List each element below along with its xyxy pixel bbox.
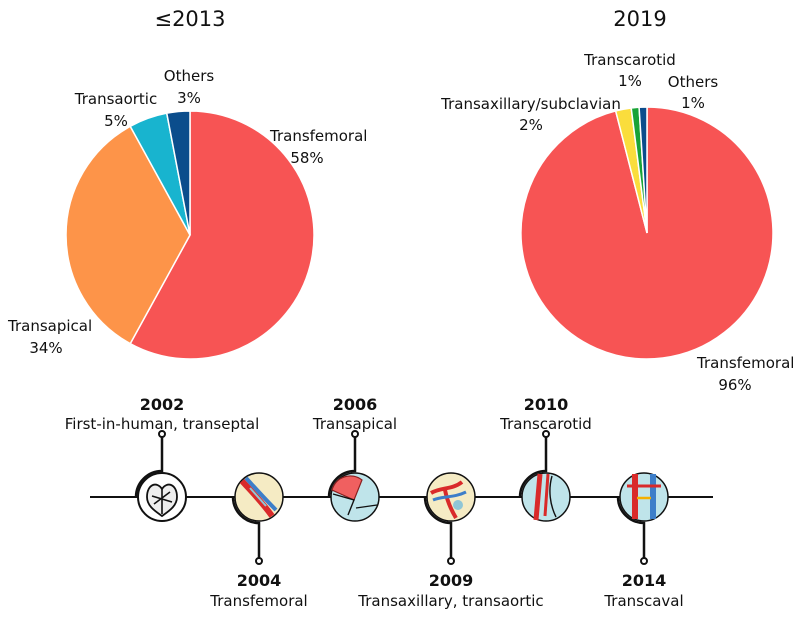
pie-pct-transcarotid-2019: 1%	[618, 72, 642, 90]
timeline-label-2010: Transcarotid	[499, 415, 592, 433]
pie-pct-others-2013: 3%	[177, 89, 201, 107]
timeline-connectors	[134, 437, 646, 558]
apical-heart-icon	[330, 472, 380, 522]
connector-dot-2002	[158, 430, 166, 438]
pie-label-others-2013: Others	[164, 67, 215, 85]
timeline-label-2004: Transfemoral	[209, 592, 307, 610]
timeline-label-2006: Transapical	[312, 415, 397, 433]
axillary-artery-icon	[426, 472, 476, 522]
connector-2004	[231, 496, 261, 558]
pie-slice-others-2019	[638, 106, 648, 234]
pie-label-transfemoral-2019: Transfemoral	[696, 354, 794, 372]
pie-chart-2013: ≤2013 Transfemoral 58% Transapical 34% T…	[7, 7, 367, 360]
pie-chart-2019: 2019 Transfemoral 96% Transaxillary/subc…	[440, 7, 794, 394]
pie-slice-others-2013	[165, 110, 191, 236]
pie-title-2019: 2019	[613, 7, 666, 31]
pie-label-transcarotid-2019: Transcarotid	[583, 51, 676, 69]
connector-dot-2009	[447, 557, 455, 565]
pie-slice-transapical-2013	[65, 125, 191, 345]
pie-label-transaortic-2013: Transaortic	[74, 90, 157, 108]
connector-2006	[327, 437, 357, 498]
pie-label-transfemoral-2013: Transfemoral	[269, 127, 367, 145]
timeline-label-2009: Transaxillary, transaortic	[357, 592, 543, 610]
pie-pct-transfemoral-2013: 58%	[290, 149, 323, 167]
femoral-artery-icon	[234, 472, 284, 522]
connector-dot-2006	[351, 430, 359, 438]
carotid-artery-icon	[521, 472, 571, 522]
timeline-year-2010: 2010	[524, 395, 569, 414]
connector-2009	[423, 496, 453, 558]
heart-septum-icon	[137, 472, 187, 522]
pie-label-transaxillary-2019: Transaxillary/subclavian	[440, 95, 621, 113]
pie-slice-transfemoral-2013	[129, 110, 315, 360]
pie-title-2013: ≤2013	[154, 7, 225, 31]
timeline-year-2002: 2002	[140, 395, 185, 414]
connector-2002	[134, 437, 164, 498]
pie-pct-transfemoral-2019: 96%	[718, 376, 751, 394]
timeline-year-2006: 2006	[333, 395, 378, 414]
connector-2014	[616, 496, 646, 558]
timeline-label-2014: Transcaval	[603, 592, 683, 610]
pie-pct-transaxillary-2019: 2%	[519, 116, 543, 134]
timeline-year-2009: 2009	[429, 571, 474, 590]
pie-pct-transapical-2013: 34%	[29, 339, 62, 357]
timeline: 2002 First-in-human, transeptal 2006 Tra…	[65, 395, 713, 610]
connector-dot-2004	[255, 557, 263, 565]
pie-label-transapical-2013: Transapical	[7, 317, 92, 335]
pie-pct-transaortic-2013: 5%	[104, 112, 128, 130]
timeline-year-2014: 2014	[622, 571, 667, 590]
caval-vessels-icon	[619, 472, 669, 522]
pie-pct-others-2019: 1%	[681, 94, 705, 112]
connector-dot-2010	[542, 430, 550, 438]
connector-2010	[518, 437, 548, 498]
timeline-label-2002: First-in-human, transeptal	[65, 415, 259, 433]
timeline-year-2004: 2004	[237, 571, 282, 590]
pie-label-others-2019: Others	[668, 73, 719, 91]
connector-dot-2014	[640, 557, 648, 565]
